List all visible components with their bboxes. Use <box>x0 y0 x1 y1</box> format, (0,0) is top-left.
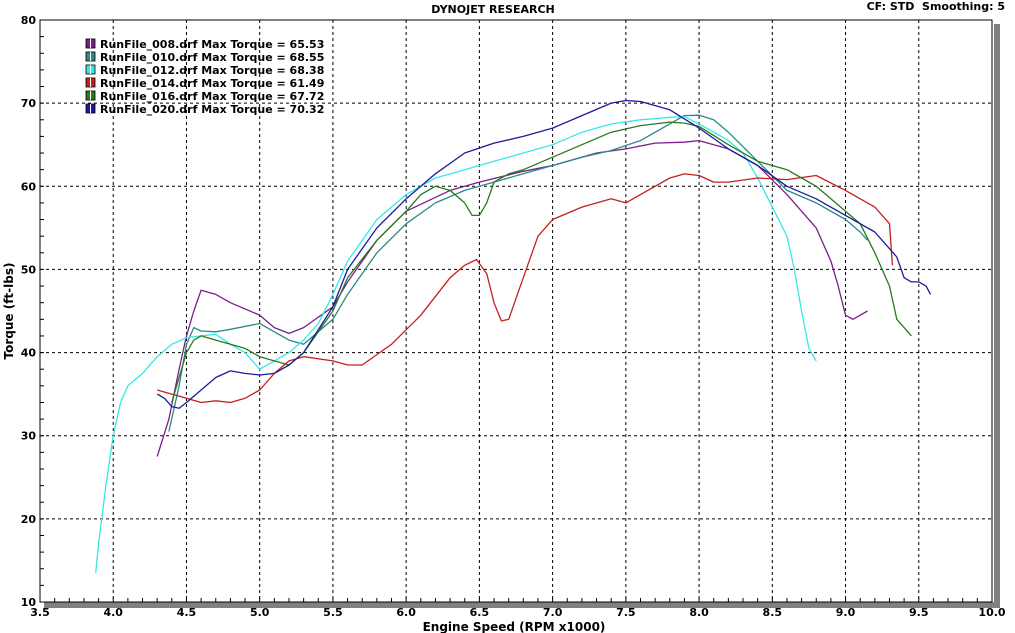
x-tick-label: 8.0 <box>689 606 709 619</box>
y-tick-label: 30 <box>21 430 37 443</box>
y-tick-label: 70 <box>21 97 37 110</box>
x-axis-label: Engine Speed (RPM x1000) <box>423 620 606 633</box>
plot-shadow-bottom <box>44 602 1000 608</box>
legend-label-2: RunFile_012.drf Max Torque = 68.38 <box>100 64 324 77</box>
legend-label-3: RunFile_014.drf Max Torque = 61.49 <box>100 77 324 90</box>
x-tick-label: 5.0 <box>250 606 270 619</box>
series-lines <box>95 99 932 573</box>
grid-lines <box>40 20 992 602</box>
x-tick-label: 4.5 <box>177 606 197 619</box>
x-tick-label: 3.5 <box>30 606 50 619</box>
x-tick-label: 8.5 <box>763 606 783 619</box>
x-tick-label: 6.0 <box>396 606 416 619</box>
legend: RunFile_008.drf Max Torque = 65.53RunFil… <box>85 38 324 116</box>
legend-label-0: RunFile_008.drf Max Torque = 65.53 <box>100 38 324 51</box>
legend-label-5: RunFile_020.drf Max Torque = 70.32 <box>100 103 324 116</box>
x-tick-label: 10.0 <box>978 606 1005 619</box>
y-tick-label: 40 <box>21 347 37 360</box>
header-right: CF: STD Smoothing: 5 <box>867 0 1005 13</box>
y-axis-label: Torque (ft-lbs) <box>2 263 16 360</box>
y-tick-label: 80 <box>21 14 37 27</box>
series-line-3 <box>157 173 894 404</box>
y-tick-labels: 10 20 30 40 50 60 70 80 <box>21 14 37 609</box>
plot-area <box>39 19 993 603</box>
chart-title: DYNOJET RESEARCH <box>431 3 554 16</box>
y-tick-label: 10 <box>21 596 37 609</box>
plot-shadow <box>994 24 1000 608</box>
x-tick-label: 7.5 <box>616 606 636 619</box>
y-tick-label: 20 <box>21 513 37 526</box>
x-tick-label: 9.5 <box>909 606 929 619</box>
x-tick-label: 6.5 <box>470 606 490 619</box>
series-line-4 <box>171 121 912 403</box>
x-tick-labels: 3.5 4.0 4.5 5.0 5.5 6.0 6.5 7.0 7.5 8.0 8.5 9.0 9.5 1… <box>30 606 1006 619</box>
x-tick-label: 4.0 <box>103 606 123 619</box>
y-tick-label: 50 <box>21 263 37 276</box>
series-line-1 <box>168 114 868 432</box>
minor-ticks <box>39 19 993 603</box>
legend-label-1: RunFile_010.drf Max Torque = 68.55 <box>100 51 324 64</box>
legend-label-4: RunFile_016.drf Max Torque = 67.72 <box>100 90 324 103</box>
x-tick-label: 7.0 <box>543 606 563 619</box>
series-line-5 <box>156 99 932 409</box>
x-tick-label: 5.5 <box>323 606 343 619</box>
series-line-0 <box>156 139 868 457</box>
y-tick-label: 60 <box>21 180 37 193</box>
x-tick-label: 9.0 <box>836 606 856 619</box>
